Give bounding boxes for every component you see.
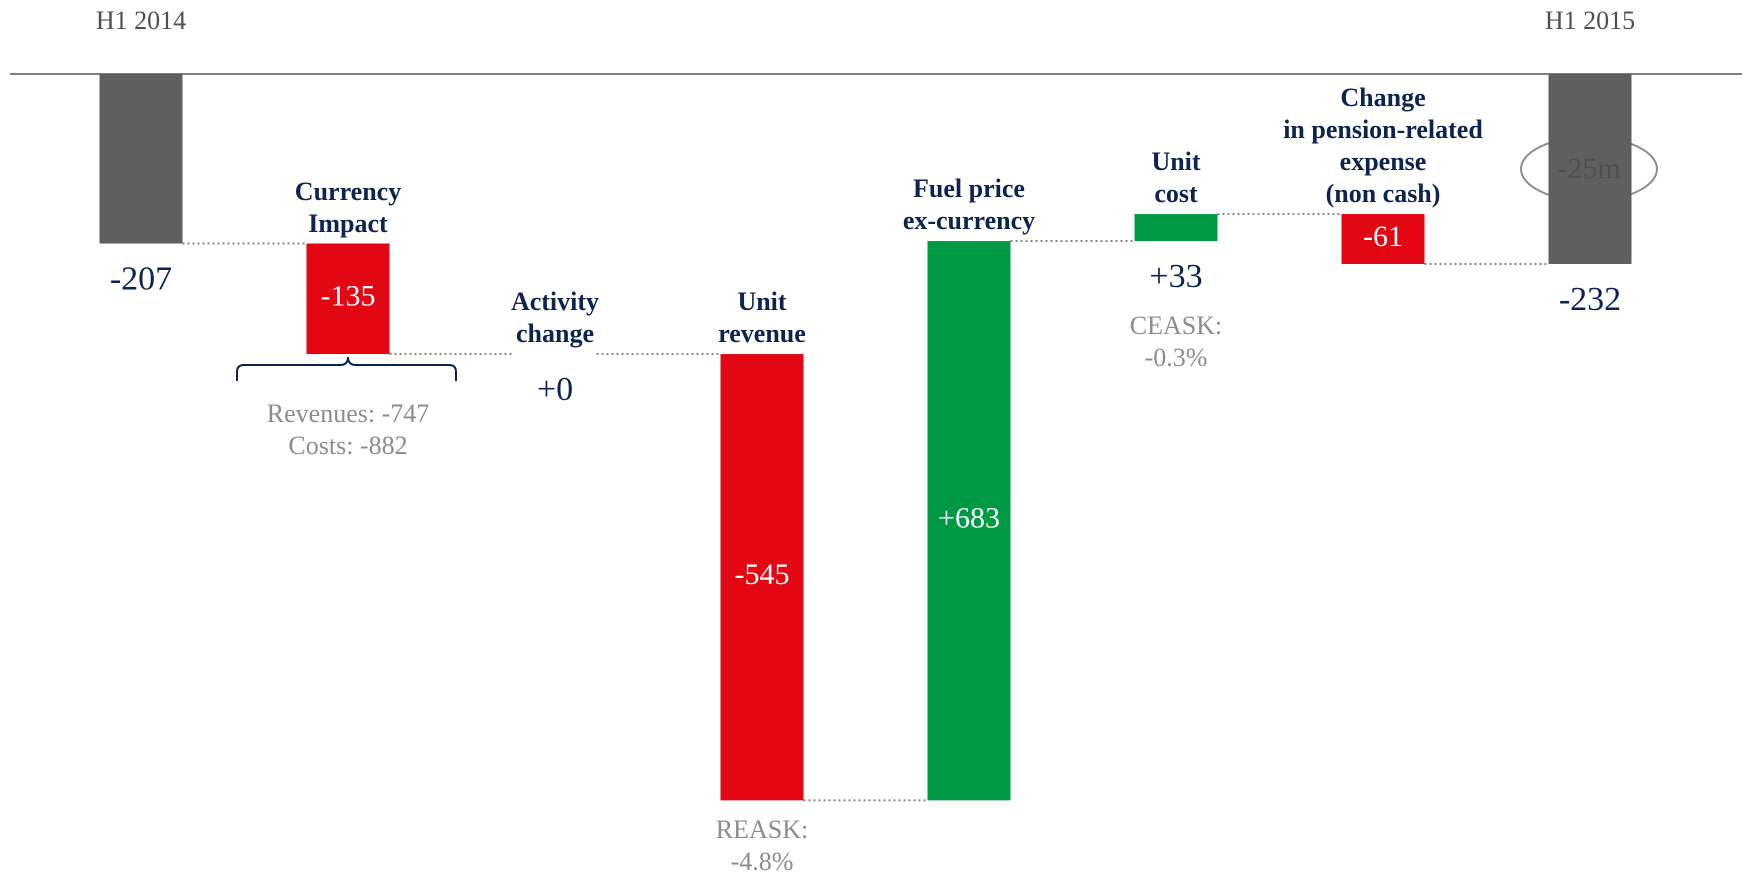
- category-label: Unit revenue: [718, 287, 806, 349]
- bar: [1341, 214, 1425, 264]
- brace: [236, 356, 457, 381]
- category-label: H1 2014: [95, 6, 187, 35]
- value-label: -207: [110, 260, 172, 297]
- bar: [927, 241, 1011, 801]
- value-label: -135: [321, 280, 376, 313]
- value-label: -232: [1559, 281, 1621, 318]
- value-label: +33: [1149, 258, 1202, 295]
- category-label: Change in pension-related expense (non c…: [1283, 83, 1483, 209]
- annotation: Revenues: -747 Costs: -882: [266, 399, 430, 460]
- bar: [1548, 74, 1632, 264]
- category-label: Currency Impact: [294, 176, 402, 238]
- value-label: -545: [735, 558, 790, 591]
- value-label: +683: [938, 502, 1000, 535]
- bar: [306, 243, 390, 355]
- annotation: -25m: [1557, 152, 1621, 185]
- category-label: Fuel price ex-currency: [902, 174, 1036, 236]
- annotation: CEASK: -0.3%: [1129, 311, 1223, 372]
- bar: [720, 354, 804, 801]
- bar: [1134, 214, 1218, 242]
- value-label: +0: [537, 371, 573, 408]
- annotation: REASK: -4.8%: [715, 815, 809, 876]
- value-label: -61: [1363, 220, 1403, 253]
- category-label: Activity change: [510, 287, 600, 349]
- category-label: H1 2015: [1544, 6, 1636, 35]
- category-label: Unit cost: [1151, 147, 1201, 209]
- bar: [99, 74, 183, 244]
